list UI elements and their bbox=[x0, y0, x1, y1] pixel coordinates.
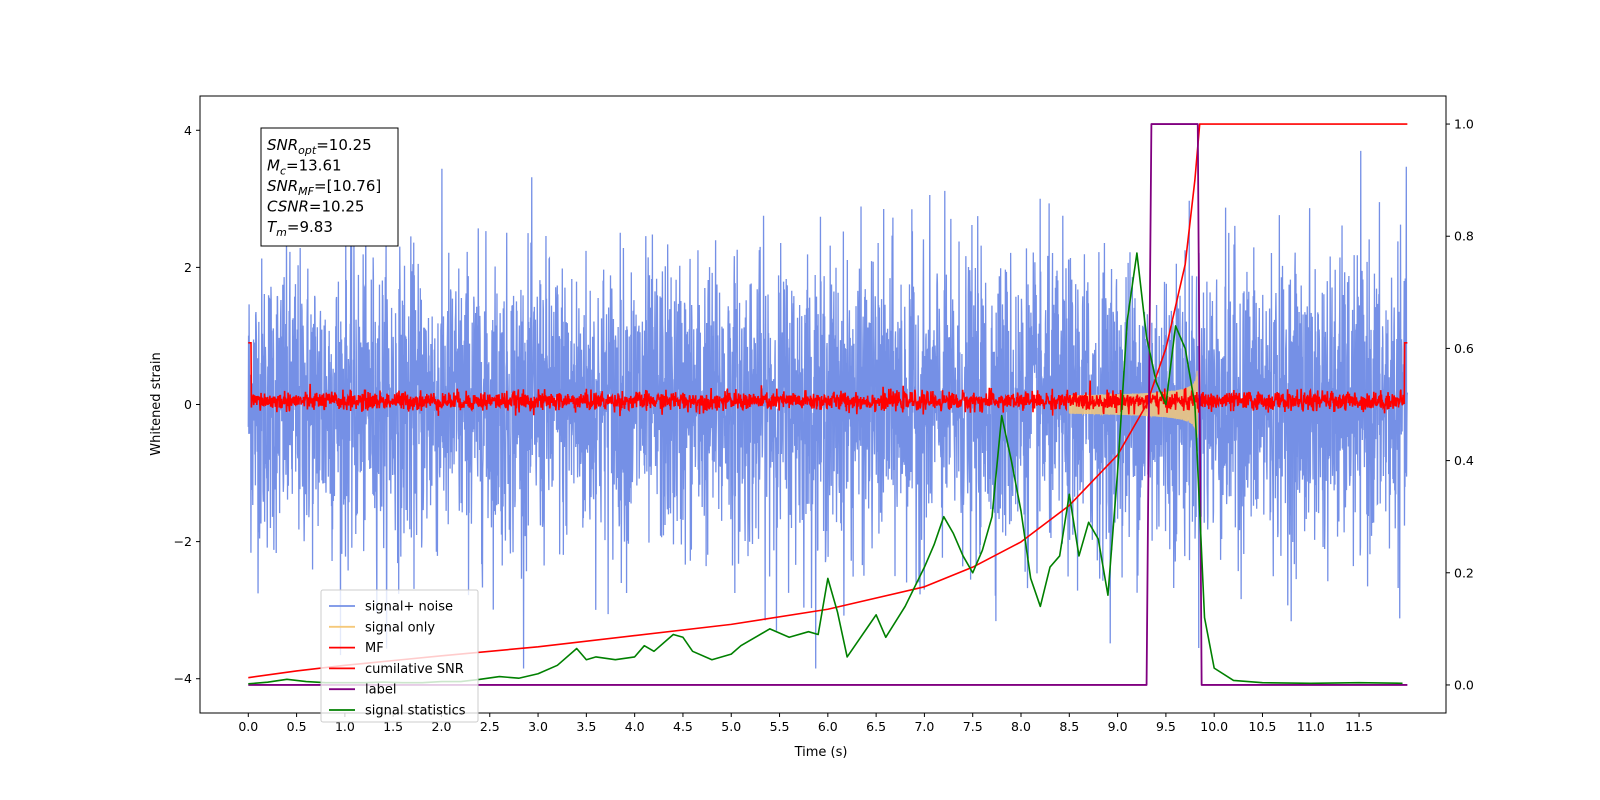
y2-tick-label: 0.4 bbox=[1454, 453, 1474, 468]
x-tick-label: 5.0 bbox=[721, 719, 741, 734]
y-axis-title: Whitened strain bbox=[149, 352, 164, 455]
x-tick-label: 2.5 bbox=[480, 719, 500, 734]
x-tick-label: 6.0 bbox=[818, 719, 838, 734]
x-tick-label: 11.0 bbox=[1297, 719, 1325, 734]
x-tick-label: 1.5 bbox=[383, 719, 403, 734]
y2-tick-label: 1.0 bbox=[1454, 117, 1474, 132]
y-tick-label: −2 bbox=[174, 534, 192, 549]
series-signal-statistics bbox=[248, 252, 1403, 685]
y2-tick-label: 0.2 bbox=[1454, 565, 1474, 580]
x-axis-title: Time (s) bbox=[794, 745, 848, 760]
legend-frame bbox=[320, 589, 479, 723]
legend: signal+ noise signal only MF cumilative SNR… bbox=[320, 589, 479, 723]
info-line-3: CSNR=10.25 bbox=[267, 198, 364, 216]
x-tick-label: 7.5 bbox=[963, 719, 983, 734]
legend-label-signal-statistics: signal statistics bbox=[365, 704, 466, 719]
x-tick-label: 3.0 bbox=[528, 719, 548, 734]
x-tick-label: 5.5 bbox=[770, 719, 790, 734]
x-tick-label: 6.5 bbox=[866, 719, 886, 734]
x-tick-label: 11.5 bbox=[1345, 719, 1373, 734]
y-tick-label: 4 bbox=[184, 123, 192, 138]
legend-label-signal-noise: signal+ noise bbox=[365, 600, 453, 615]
x-tick-label: 2.0 bbox=[432, 719, 452, 734]
series-label bbox=[248, 123, 1408, 686]
info-line-0: SNRopt=10.25 bbox=[267, 136, 372, 157]
x-tick-label: 7.0 bbox=[914, 719, 934, 734]
x-tick-label: 8.5 bbox=[1059, 719, 1079, 734]
x-tick-label: 4.0 bbox=[625, 719, 645, 734]
info-line-4: Tm=9.83 bbox=[267, 218, 333, 239]
x-tick-label: 1.0 bbox=[335, 719, 355, 734]
series-mf bbox=[248, 342, 1408, 417]
info-box-frame bbox=[260, 127, 399, 247]
legend-label-label: label bbox=[365, 683, 396, 698]
x-tick-label: 4.5 bbox=[673, 719, 693, 734]
legend-label-cumilative-snr: cumilative SNR bbox=[365, 662, 464, 677]
x-tick-label: 0.5 bbox=[287, 719, 307, 734]
y2-tick-label: 0.0 bbox=[1454, 677, 1474, 692]
info-line-2: SNRMF=[10.76] bbox=[267, 177, 381, 198]
x-tick-label: 10.0 bbox=[1200, 719, 1228, 734]
y-tick-label: 0 bbox=[184, 397, 192, 412]
legend-label-mf: MF bbox=[365, 641, 384, 656]
y-tick-label: 2 bbox=[184, 260, 192, 275]
legend-label-signal-only: signal only bbox=[365, 620, 435, 635]
info-line-1: Mc=13.61 bbox=[267, 157, 342, 178]
y2-tick-label: 0.6 bbox=[1454, 341, 1474, 356]
x-tick-label: 3.5 bbox=[576, 719, 596, 734]
x-tick-label: 9.5 bbox=[1156, 719, 1176, 734]
x-tick-label: 8.0 bbox=[1011, 719, 1031, 734]
y2-tick-label: 0.8 bbox=[1454, 229, 1474, 244]
info-box: SNRopt=10.25Mc=13.61SNRMF=[10.76]CSNR=10… bbox=[260, 127, 399, 247]
x-tick-label: 10.5 bbox=[1249, 719, 1277, 734]
x-tick-label: 9.0 bbox=[1108, 719, 1128, 734]
y-tick-label: −4 bbox=[174, 671, 192, 686]
axes-layer: 0.0 0.5 1.0 1.5 2.0 2.5 3.0 3.5 4.0 4.5 5.0 5.5 6.0 6… bbox=[174, 117, 1474, 734]
x-tick-label: 0.0 bbox=[238, 719, 258, 734]
